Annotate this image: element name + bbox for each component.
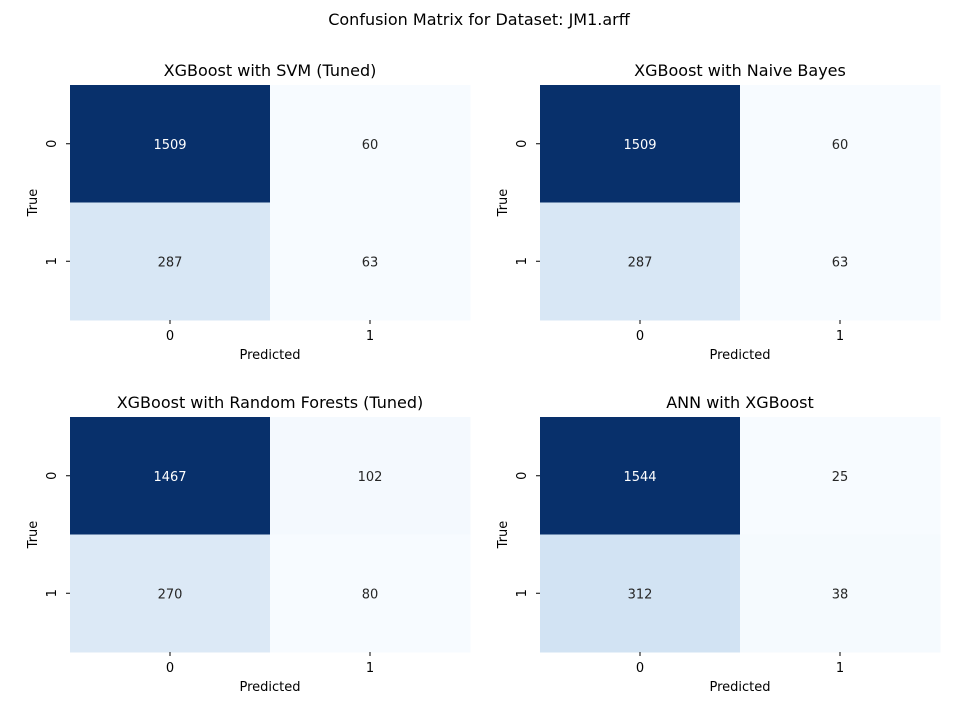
subplot-1-cell-1-0 (540, 202, 741, 321)
subplot-0-xlabel: Predicted (239, 348, 300, 363)
subplot-3-xlabel: Predicted (709, 680, 770, 695)
subplot-0-cell-label-1-1: 63 (362, 255, 379, 270)
subplot-2-cell-label-0-1: 102 (358, 470, 383, 485)
subplot-3-cell-label-1-1: 38 (832, 587, 849, 602)
subplot-1-xtick-label-1: 1 (836, 329, 844, 344)
subplot-1-ytick-label-0: 0 (515, 140, 530, 148)
subplot-1-cell-label-0-1: 60 (832, 138, 849, 153)
subplot-0-cell-1-1 (270, 202, 471, 321)
subplot-1-ylabel: True (496, 189, 511, 218)
subplot-1-cell-label-0-0: 1509 (623, 138, 656, 153)
subplot-1-ytick-label-1: 1 (515, 257, 530, 265)
subplot-2-cell-label-0-0: 1467 (153, 470, 186, 485)
subplot-3-ytick-label-1: 1 (515, 589, 530, 597)
subplot-3-cell-label-1-0: 312 (628, 587, 653, 602)
subplot-0-cell-1-0 (70, 202, 271, 321)
subplot-0-ytick-label-1: 1 (45, 257, 60, 265)
subplot-0-xtick-label-0: 0 (166, 329, 174, 344)
subplot-2-cell-1-1 (270, 534, 471, 653)
subplot-3-cell-label-0-0: 1544 (623, 470, 656, 485)
subplot-2-xtick-label-1: 1 (366, 661, 374, 676)
subplot-3-title: ANN with XGBoost (666, 393, 814, 412)
subplot-1-cell-0-1 (740, 85, 941, 203)
subplot-2-ytick-label-1: 1 (45, 589, 60, 597)
subplot-2-cell-label-1-1: 80 (362, 587, 379, 602)
subplot-1-cell-label-1-0: 287 (628, 255, 653, 270)
subplot-2-cell-label-1-0: 270 (158, 587, 183, 602)
figure-suptitle: Confusion Matrix for Dataset: JM1.arff (328, 10, 630, 29)
subplot-1-cell-1-1 (740, 202, 941, 321)
subplot-0-cell-0-0 (70, 85, 271, 203)
subplot-3-xtick-label-1: 1 (836, 661, 844, 676)
subplot-2-cell-0-0 (70, 417, 271, 535)
subplot-3-ylabel: True (496, 521, 511, 550)
subplot-2-xlabel: Predicted (239, 680, 300, 695)
subplot-3-xtick-label-0: 0 (636, 661, 644, 676)
subplot-1-xtick-label-0: 0 (636, 329, 644, 344)
subplot-0-ylabel: True (26, 189, 41, 218)
subplot-1-cell-0-0 (540, 85, 741, 203)
subplot-0-xtick-label-1: 1 (366, 329, 374, 344)
subplot-3-cell-0-1 (740, 417, 941, 535)
subplot-0-cell-label-0-0: 1509 (153, 138, 186, 153)
subplot-1-xlabel: Predicted (709, 348, 770, 363)
subplot-0-cell-label-0-1: 60 (362, 138, 379, 153)
subplot-3-cell-1-0 (540, 534, 741, 653)
subplot-2-title: XGBoost with Random Forests (Tuned) (117, 393, 424, 412)
subplot-2-cell-1-0 (70, 534, 271, 653)
subplot-0-cell-0-1 (270, 85, 471, 203)
subplot-0-ytick-label-0: 0 (45, 140, 60, 148)
subplot-0-cell-label-1-0: 287 (158, 255, 183, 270)
subplot-1-cell-label-1-1: 63 (832, 255, 849, 270)
subplot-1-title: XGBoost with Naive Bayes (634, 61, 846, 80)
subplot-2-cell-0-1 (270, 417, 471, 535)
subplot-0-title: XGBoost with SVM (Tuned) (164, 61, 377, 80)
subplot-2-xtick-label-0: 0 (166, 661, 174, 676)
subplot-3-ytick-label-0: 0 (515, 472, 530, 480)
subplot-2-ylabel: True (26, 521, 41, 550)
subplot-3-cell-0-0 (540, 417, 741, 535)
subplot-3-cell-label-0-1: 25 (832, 470, 849, 485)
subplot-2-ytick-label-0: 0 (45, 472, 60, 480)
subplot-3-cell-1-1 (740, 534, 941, 653)
